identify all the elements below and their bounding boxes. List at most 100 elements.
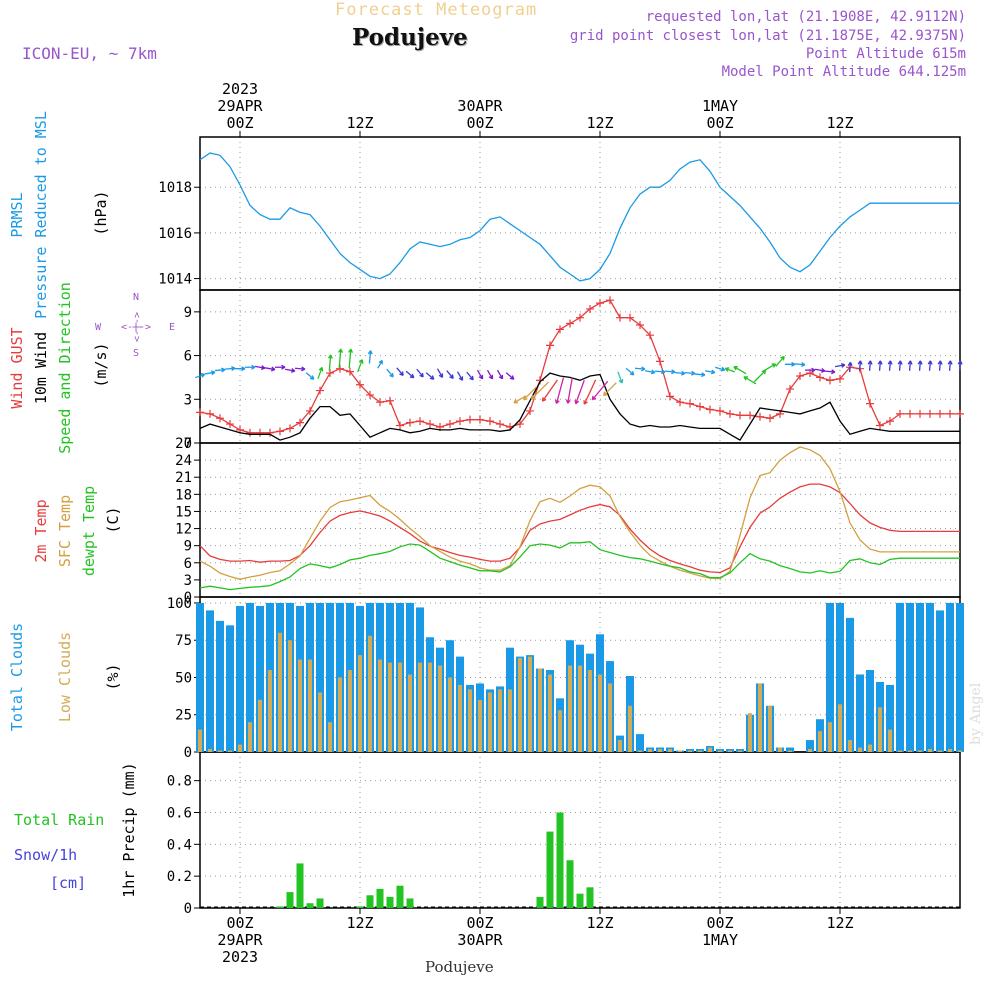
wind-direction-arrow bbox=[348, 348, 354, 369]
wind-direction-arrow bbox=[416, 368, 424, 378]
wind-direction-arrow bbox=[224, 366, 236, 372]
cloud-bar-low bbox=[878, 707, 882, 752]
wind-direction-arrow bbox=[386, 368, 394, 378]
y-tick-label: 0 bbox=[184, 590, 192, 606]
gust-marker bbox=[366, 390, 374, 399]
cloud-bar-total bbox=[326, 602, 334, 752]
cloud-bar-total bbox=[906, 602, 914, 752]
compass-south: S bbox=[133, 348, 139, 359]
series-line-sfc-temp bbox=[199, 446, 960, 580]
cloud-bar-low bbox=[498, 689, 502, 752]
cloud-bar-low bbox=[828, 722, 832, 752]
gust-marker bbox=[426, 420, 434, 429]
cloud-bar-total bbox=[246, 602, 254, 752]
gust-marker bbox=[626, 313, 634, 322]
panel-frame-precip bbox=[199, 751, 961, 909]
wind-direction-arrow bbox=[357, 359, 364, 373]
wind-direction-arrow bbox=[466, 371, 474, 381]
y-tick-label: 15 bbox=[175, 504, 192, 520]
panel-label-wind: (m/s) bbox=[92, 342, 110, 387]
cloud-bar-low bbox=[578, 665, 582, 752]
cloud-bar-low bbox=[728, 750, 732, 752]
y-tick-label: 3 bbox=[184, 392, 192, 408]
panel-frame-wind bbox=[199, 289, 961, 444]
wind-direction-arrow bbox=[814, 368, 826, 373]
location-title: Podujeve bbox=[352, 24, 468, 51]
wind-direction-arrow bbox=[917, 360, 923, 371]
gust-marker bbox=[746, 411, 754, 420]
wind-direction-arrow bbox=[505, 372, 515, 380]
cloud-bar-low bbox=[748, 713, 752, 752]
top-time-label: 12Z bbox=[346, 114, 373, 132]
wind-direction-arrow bbox=[937, 360, 943, 371]
wind-direction-arrow bbox=[824, 369, 836, 375]
gust-marker bbox=[286, 424, 294, 433]
wind-direction-arrow bbox=[214, 367, 226, 373]
gust-marker bbox=[216, 414, 224, 423]
wind-direction-arrow bbox=[541, 379, 558, 402]
panel-label-wind: Wind GUST bbox=[8, 327, 26, 408]
cloud-bar-total bbox=[256, 605, 264, 752]
wind-direction-arrow bbox=[235, 366, 246, 372]
gust-marker bbox=[496, 420, 504, 429]
top-time-label: 30APR bbox=[457, 97, 503, 115]
precip-snow-unit: [cm] bbox=[50, 874, 86, 892]
cloud-bar-low bbox=[538, 668, 542, 752]
bottom-time-label: 00Z bbox=[226, 914, 253, 932]
gust-marker bbox=[956, 409, 964, 418]
wind-direction-arrow bbox=[715, 366, 726, 372]
top-time-label: 00Z bbox=[466, 114, 493, 132]
cloud-bar-low bbox=[508, 689, 512, 752]
panel-label-clouds: (%) bbox=[104, 663, 122, 690]
cloud-bar-low bbox=[638, 750, 642, 752]
panel-label-pressure: Pressure Reduced to MSL bbox=[32, 111, 50, 319]
point-altitude: Point Altitude 615m bbox=[805, 46, 966, 62]
gust-marker bbox=[346, 367, 354, 376]
cloud-bar-low bbox=[738, 750, 742, 752]
cloud-bar-total bbox=[946, 602, 954, 752]
wind-direction-arrow bbox=[554, 377, 565, 405]
cloud-bar-low bbox=[448, 677, 452, 752]
wind-direction-arrow bbox=[867, 360, 873, 371]
cloud-bar-low bbox=[208, 749, 212, 752]
wind-direction-arrow bbox=[523, 386, 537, 401]
gust-marker bbox=[406, 418, 414, 427]
compass-east: E bbox=[169, 322, 175, 333]
gust-marker bbox=[876, 421, 884, 430]
bottom-time-label: 29APR bbox=[217, 931, 263, 949]
precip-snow-label: Snow/1h bbox=[14, 846, 77, 864]
compass-west: W bbox=[95, 322, 102, 333]
y-tick-label: 18 bbox=[175, 487, 192, 503]
y-tick-label: 6 bbox=[184, 556, 192, 572]
cloud-bar-total bbox=[886, 684, 894, 752]
panel-label-wind: Speed and Direction bbox=[56, 282, 74, 454]
cloud-bar-total bbox=[316, 602, 324, 752]
panel-frame-pressure bbox=[199, 136, 961, 291]
cloud-bar-low bbox=[428, 662, 432, 752]
cloud-bar-low bbox=[328, 722, 332, 752]
panel-label-pressure: PRMSL bbox=[8, 192, 26, 237]
precip-bar bbox=[586, 887, 594, 908]
y-tick-label: 9 bbox=[184, 305, 192, 321]
top-time-label: 29APR bbox=[217, 97, 263, 115]
cloud-bar-low bbox=[318, 692, 322, 752]
wind-direction-arrow bbox=[476, 369, 484, 380]
wind-direction-arrow bbox=[284, 368, 296, 373]
gust-marker bbox=[886, 417, 894, 426]
cloud-bar-total bbox=[916, 602, 924, 752]
y-tick-label: 6 bbox=[184, 349, 192, 365]
wind-direction-arrow bbox=[405, 370, 415, 379]
wind-direction-arrow bbox=[377, 359, 383, 369]
wind-direction-arrow bbox=[305, 372, 315, 380]
cloud-bar-low bbox=[958, 750, 962, 752]
cloud-bar-low bbox=[548, 674, 552, 752]
y-tick-label: 0 bbox=[184, 745, 192, 761]
wind-direction-arrow bbox=[446, 370, 454, 379]
cloud-bar-low bbox=[238, 744, 242, 752]
cloud-bar-low bbox=[358, 655, 362, 752]
cloud-bar-low bbox=[468, 689, 472, 752]
cloud-bar-total bbox=[896, 602, 904, 752]
series-line-2m-temp bbox=[199, 483, 960, 574]
cloud-bar-low bbox=[528, 656, 532, 752]
wind-direction-arrow bbox=[887, 360, 893, 371]
